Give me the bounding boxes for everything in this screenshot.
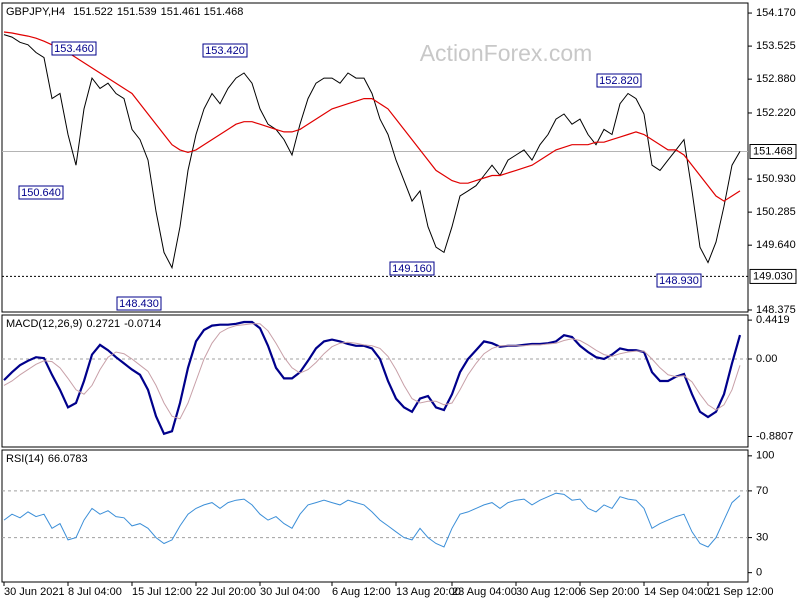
annotation-box xyxy=(51,41,97,56)
annotation-label: 150.640 xyxy=(21,187,61,199)
annotation-box xyxy=(116,296,162,311)
y-tick-label: 150.930 xyxy=(756,173,796,185)
x-tick-label: 30 Aug 12:00 xyxy=(516,586,581,598)
y-tick-label: 153.525 xyxy=(756,40,796,52)
y-tick-label: 0.00 xyxy=(756,353,777,365)
title: GBPJPY,H4 xyxy=(6,6,65,18)
readout-value: 151.522 xyxy=(73,6,113,18)
x-tick-label: 30 Jul 04:00 xyxy=(260,586,320,598)
last-price-label: 151.468 xyxy=(753,145,793,157)
annotation-box xyxy=(656,273,702,288)
annotation-label: 148.930 xyxy=(659,275,699,287)
x-tick-label: 8 Jul 04:00 xyxy=(68,586,122,598)
title: MACD(12,26,9) xyxy=(6,318,82,330)
readout-value: 66.0783 xyxy=(48,453,88,465)
readout-value: 0.2721 xyxy=(86,318,120,330)
x-tick-label: 22 Jul 20:00 xyxy=(196,586,256,598)
level-label: 149.030 xyxy=(753,270,793,282)
y-tick-label: 30 xyxy=(756,532,768,544)
annotation-label: 153.420 xyxy=(205,45,245,57)
series-line xyxy=(3,320,742,436)
x-tick-label: 6 Sep 20:00 xyxy=(580,586,639,598)
panel-title: RSI(14) 66.0783 xyxy=(6,453,88,465)
y-tick-label: 154.170 xyxy=(756,7,796,19)
readout-value: 151.539 xyxy=(117,6,157,18)
series-line xyxy=(3,31,741,202)
y-tick-label: 149.640 xyxy=(756,239,796,251)
annotation-label: 149.160 xyxy=(392,263,432,275)
y-tick-label: 100 xyxy=(756,450,774,462)
panel xyxy=(1,314,749,448)
readout-value: 151.468 xyxy=(204,6,244,18)
series-line xyxy=(3,323,741,420)
x-tick-label: 13 Aug 20:00 xyxy=(396,586,461,598)
panel-title: MACD(12,26,9) 0.2721 -0.0714 xyxy=(6,318,161,330)
readout-value: -0.0714 xyxy=(124,318,161,330)
y-tick-label: 70 xyxy=(756,485,768,497)
y-tick-label: 148.375 xyxy=(756,304,796,316)
annotation-label: 152.820 xyxy=(599,75,639,87)
annotation-label: 148.430 xyxy=(119,298,159,310)
panel-title: GBPJPY,H4 151.522 151.539 151.461 151.468 xyxy=(6,6,243,18)
series-line xyxy=(3,34,741,270)
annotation-box xyxy=(202,43,248,58)
x-tick-label: 21 Sep 12:00 xyxy=(708,586,773,598)
x-tick-label: 14 Sep 04:00 xyxy=(644,586,709,598)
x-tick-label: 30 Jun 2021 xyxy=(4,586,65,598)
x-tick-label: 15 Jul 12:00 xyxy=(132,586,192,598)
x-tick-label: 6 Aug 12:00 xyxy=(332,586,391,598)
series-line xyxy=(3,492,741,548)
y-tick-label: 150.285 xyxy=(756,206,796,218)
y-tick-label: 0.4419 xyxy=(756,314,790,326)
panel xyxy=(1,449,749,583)
annotation-label: 153.460 xyxy=(54,43,94,55)
title: RSI(14) xyxy=(6,453,44,465)
y-tick-label: 0 xyxy=(756,567,762,579)
panel xyxy=(1,2,749,313)
y-tick-label: 152.880 xyxy=(756,73,796,85)
y-tick-label: -0.8807 xyxy=(756,430,793,442)
last-price-box xyxy=(749,144,797,160)
watermark: ActionForex.com xyxy=(420,40,593,66)
y-tick-label: 152.220 xyxy=(756,107,796,119)
annotation-box xyxy=(18,185,64,200)
x-tick-label: 23 Aug 04:00 xyxy=(452,586,517,598)
annotation-box xyxy=(596,73,642,88)
annotation-box xyxy=(389,261,435,276)
level-box xyxy=(749,268,797,284)
readout-value: 151.461 xyxy=(161,6,201,18)
